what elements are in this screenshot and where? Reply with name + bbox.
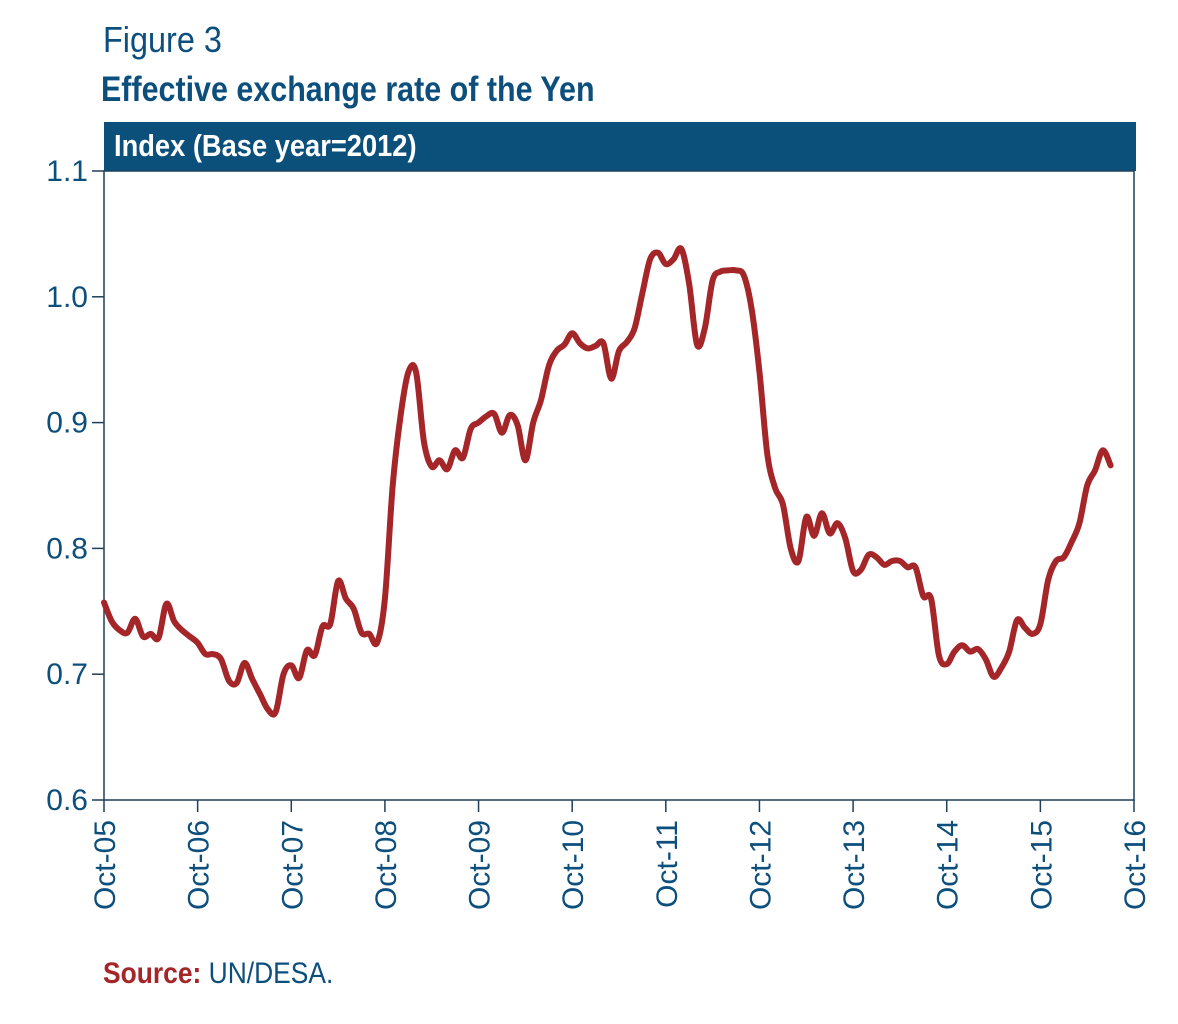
source-note: Source: UN/DESA. <box>103 952 333 996</box>
y-tick-label: 1.0 <box>46 281 88 314</box>
x-tick-label: Oct-08 <box>370 820 403 910</box>
y-tick-label: 0.7 <box>46 658 88 691</box>
source-label: Source: <box>103 957 202 990</box>
y-tick-label: 0.9 <box>46 407 88 440</box>
y-tick-label: 0.8 <box>46 532 88 565</box>
series-line-0 <box>101 245 1114 718</box>
x-tick-label: Oct-07 <box>276 820 309 910</box>
x-tick-label: Oct-10 <box>557 820 590 910</box>
chart-title: Effective exchange rate of the Yen <box>101 70 595 109</box>
y-axis-label: Index (Base year=2012) <box>114 128 417 163</box>
x-tick-label: Oct-15 <box>1025 820 1058 910</box>
y-tick-label: 0.6 <box>46 784 88 817</box>
figure-label: Figure 3 <box>103 19 222 60</box>
source-text: UN/DESA. <box>201 957 334 990</box>
plot-frame <box>103 170 1135 801</box>
x-tick-label: Oct-05 <box>89 820 122 910</box>
x-tick-label: Oct-16 <box>1119 820 1152 910</box>
y-tick-label: 1.1 <box>46 155 88 188</box>
x-tick-label: Oct-14 <box>932 820 965 910</box>
x-tick-label: Oct-06 <box>183 820 216 910</box>
x-tick-label: Oct-09 <box>464 820 497 910</box>
banner-box: Index (Base year=2012) <box>104 122 1136 171</box>
x-tick-label: Oct-11 <box>651 820 684 908</box>
x-tick-label: Oct-13 <box>838 820 871 910</box>
x-tick-label: Oct-12 <box>744 820 777 910</box>
chart-banner <box>104 122 1136 171</box>
